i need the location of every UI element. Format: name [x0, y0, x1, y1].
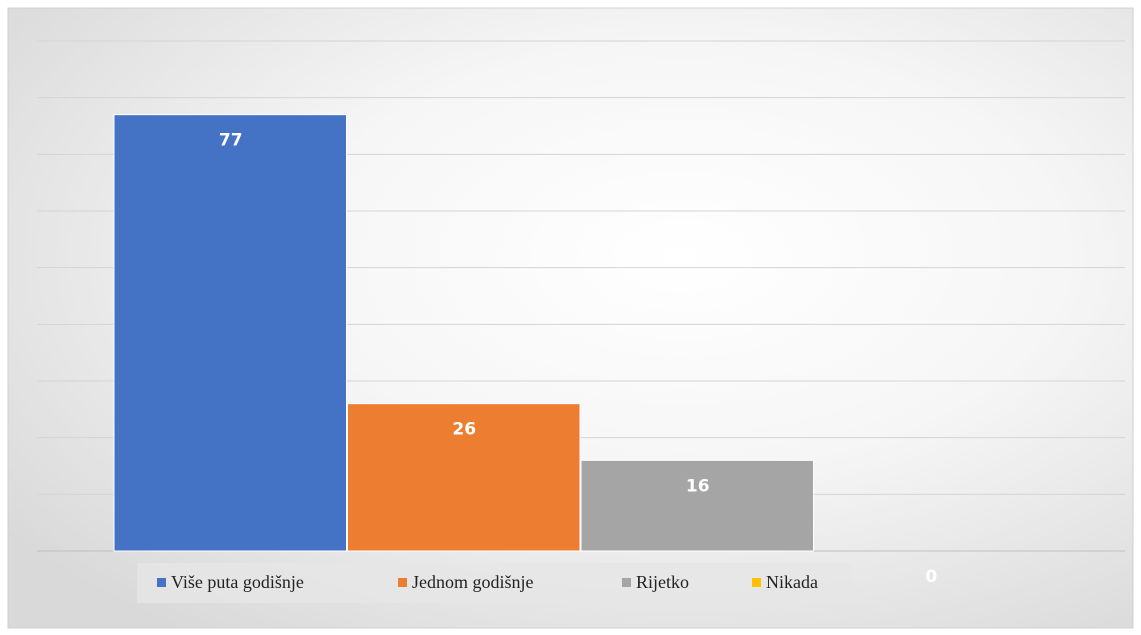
data-label: 26 — [452, 420, 476, 440]
legend-swatch — [622, 578, 631, 587]
legend-label: Više puta godišnje — [171, 572, 304, 592]
data-label: 0 — [925, 567, 937, 587]
legend-swatch — [157, 578, 166, 587]
bar — [580, 459, 814, 552]
legend-swatch — [752, 578, 761, 587]
legend-label: Rijetko — [636, 572, 689, 592]
data-label: 16 — [686, 476, 710, 496]
legend-label: Jednom godišnje — [412, 572, 534, 592]
data-label: 77 — [219, 131, 243, 151]
bar — [113, 114, 347, 552]
bar — [347, 403, 581, 552]
legend-box — [137, 563, 852, 603]
legend-label: Nikada — [766, 572, 818, 592]
legend-swatch — [398, 578, 407, 587]
